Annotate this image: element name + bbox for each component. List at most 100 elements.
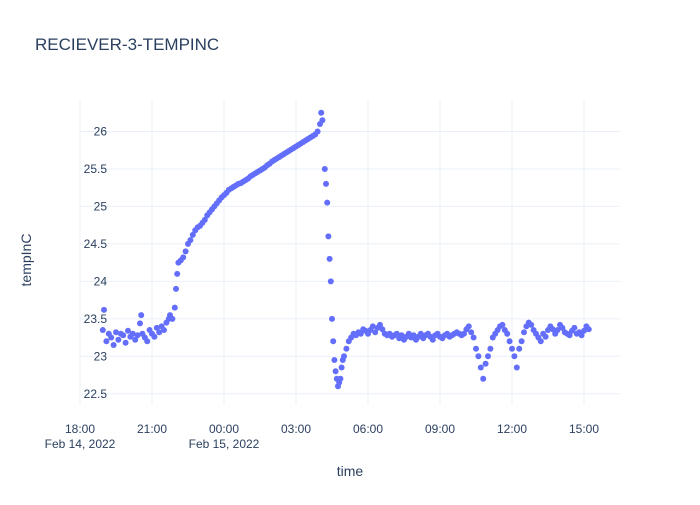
y-tick-label: 25 <box>94 199 108 213</box>
data-point <box>578 332 585 339</box>
data-point <box>511 353 518 360</box>
data-point <box>201 216 208 223</box>
data-point <box>132 336 139 343</box>
x-tick-label: 15:00 <box>569 422 599 436</box>
data-points <box>99 109 592 390</box>
y-tick-label: 23.5 <box>84 312 108 326</box>
data-point <box>504 330 511 337</box>
data-point <box>323 180 329 187</box>
x-tick-label: 06:00 <box>353 422 383 436</box>
data-point <box>134 332 141 339</box>
data-point <box>417 330 424 337</box>
x-axis-title: time <box>337 463 364 479</box>
data-point <box>103 338 110 345</box>
data-point <box>379 326 386 333</box>
data-point <box>480 375 487 382</box>
data-point <box>499 321 506 328</box>
data-point <box>585 326 592 333</box>
data-point <box>369 323 376 330</box>
data-point <box>521 329 527 336</box>
data-point <box>549 326 556 333</box>
data-point <box>468 329 475 336</box>
data-point <box>513 364 520 371</box>
data-point <box>187 237 194 244</box>
data-point <box>410 332 417 339</box>
data-point <box>330 338 337 345</box>
data-point <box>429 336 436 343</box>
data-point <box>331 357 338 364</box>
data-point <box>571 324 578 331</box>
data-point <box>144 338 151 345</box>
data-point <box>554 327 561 334</box>
data-point <box>151 333 158 340</box>
x-tick-date-label: Feb 15, 2022 <box>189 437 260 451</box>
data-point <box>182 248 189 255</box>
data-point <box>171 304 178 311</box>
data-point <box>542 333 549 340</box>
data-point <box>325 233 332 240</box>
data-point <box>153 324 160 331</box>
data-point <box>326 255 333 262</box>
data-point <box>485 353 491 360</box>
data-point <box>398 332 405 339</box>
x-tick-label: 18:00 <box>65 422 95 436</box>
y-tick-label: 24.5 <box>84 237 108 251</box>
data-point <box>528 321 535 328</box>
data-point <box>189 231 196 238</box>
y-tick-label: 23 <box>94 349 108 363</box>
data-point <box>113 329 119 336</box>
data-point <box>473 345 479 352</box>
data-point <box>321 165 328 172</box>
data-point <box>566 332 573 339</box>
data-point <box>518 338 525 345</box>
data-point <box>324 199 331 206</box>
data-point <box>477 364 484 371</box>
y-axis-ticks: 22.5 23 23.5 24 24.5 25 25.5 26 <box>84 124 108 400</box>
x-tick-label: 00:00 <box>209 422 239 436</box>
chart-title: RECIEVER-3-TEMPINC <box>35 35 219 54</box>
data-point <box>115 336 122 343</box>
data-point <box>327 278 334 285</box>
data-point <box>393 330 400 337</box>
grid-lines <box>79 100 620 405</box>
y-axis-title: tempInC <box>18 234 34 287</box>
data-point <box>332 368 339 375</box>
data-point <box>314 128 321 135</box>
data-point <box>516 345 523 352</box>
y-tick-label: 22.5 <box>84 387 108 401</box>
data-point <box>475 353 482 360</box>
data-point <box>319 117 326 124</box>
data-point <box>169 315 176 322</box>
data-point <box>461 330 467 337</box>
data-point <box>137 320 143 327</box>
data-point <box>110 342 117 349</box>
data-point <box>377 321 383 328</box>
data-point <box>99 327 106 334</box>
data-point <box>108 334 115 341</box>
data-point <box>138 312 145 319</box>
data-point <box>174 270 181 277</box>
x-tick-label: 21:00 <box>137 422 167 436</box>
data-point <box>509 345 515 352</box>
data-point <box>173 285 179 292</box>
data-point <box>129 330 136 337</box>
x-tick-date-label: Feb 14, 2022 <box>45 437 116 451</box>
data-point <box>318 109 325 116</box>
data-point <box>338 364 345 371</box>
data-point <box>101 306 107 313</box>
y-tick-label: 25.5 <box>84 162 108 176</box>
y-tick-label: 26 <box>94 124 108 138</box>
data-point <box>180 254 187 261</box>
data-point <box>537 338 544 345</box>
data-point <box>559 324 566 331</box>
data-point <box>581 327 587 334</box>
data-point <box>125 327 131 334</box>
data-point <box>372 329 379 336</box>
x-tick-label: 09:00 <box>425 422 455 436</box>
data-point <box>341 353 347 360</box>
data-point <box>470 334 477 341</box>
